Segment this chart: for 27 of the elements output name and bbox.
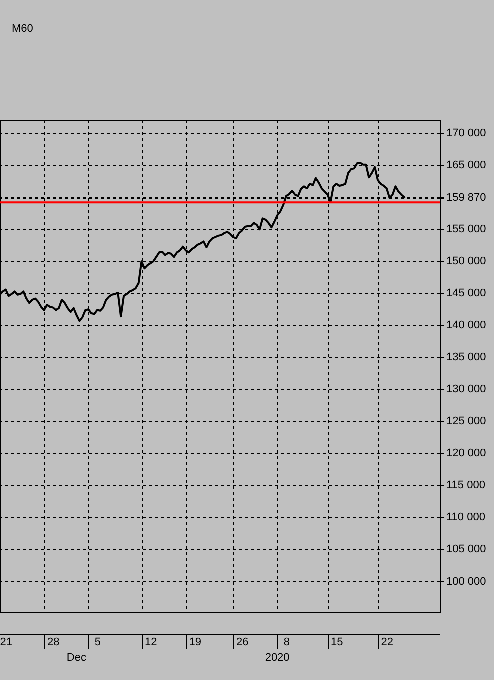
y-tick-label: 130 000	[446, 384, 486, 396]
x-tick-label: 21	[0, 636, 13, 648]
text: M60	[12, 23, 34, 35]
x-tick-label: 5	[94, 636, 102, 648]
x-tick-label: 22	[381, 636, 394, 648]
x-tick-label: 26	[236, 636, 249, 648]
x-tick-label: 15	[331, 636, 344, 648]
y-tick-label: 150 000	[446, 255, 486, 268]
y-tick-label: 110 000	[446, 512, 486, 524]
text: 2020	[265, 652, 290, 664]
y-tick-label: 155 000	[446, 223, 486, 236]
y-tick-label: 105 000	[446, 544, 486, 556]
x-tick-label: 19	[189, 636, 202, 648]
y-tick-label: 140 000	[446, 320, 486, 332]
x-tick-label: 8	[284, 636, 290, 648]
x-tick-label: 12	[144, 636, 158, 648]
y-tick-label: 100 000	[446, 576, 486, 588]
text: Dec	[66, 652, 87, 664]
y-tick-label: 159 870	[446, 192, 486, 204]
y-tick-label: 135 000	[446, 352, 486, 364]
y-tick-label: 125 000	[446, 416, 486, 428]
x-tick-label: 28	[48, 636, 60, 648]
y-tick-label: 165 000	[446, 159, 486, 172]
y-tick-label: 115 000	[446, 480, 486, 492]
y-tick-label: 145 000	[446, 287, 486, 300]
y-tick-label: 170 000	[446, 127, 486, 140]
y-tick-label: 120 000	[446, 448, 486, 460]
